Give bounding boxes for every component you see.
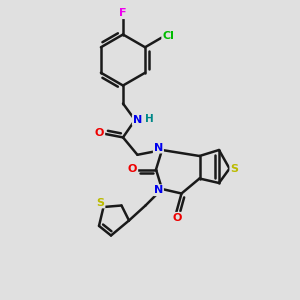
Text: Cl: Cl — [162, 32, 174, 41]
Text: O: O — [95, 128, 104, 138]
Text: F: F — [119, 8, 127, 18]
Text: N: N — [154, 185, 163, 195]
Text: O: O — [128, 164, 137, 174]
Text: N: N — [154, 142, 163, 153]
Text: H: H — [145, 114, 154, 124]
Text: O: O — [172, 213, 182, 223]
Text: S: S — [97, 197, 104, 208]
Text: S: S — [230, 164, 238, 174]
Text: N: N — [133, 115, 142, 125]
